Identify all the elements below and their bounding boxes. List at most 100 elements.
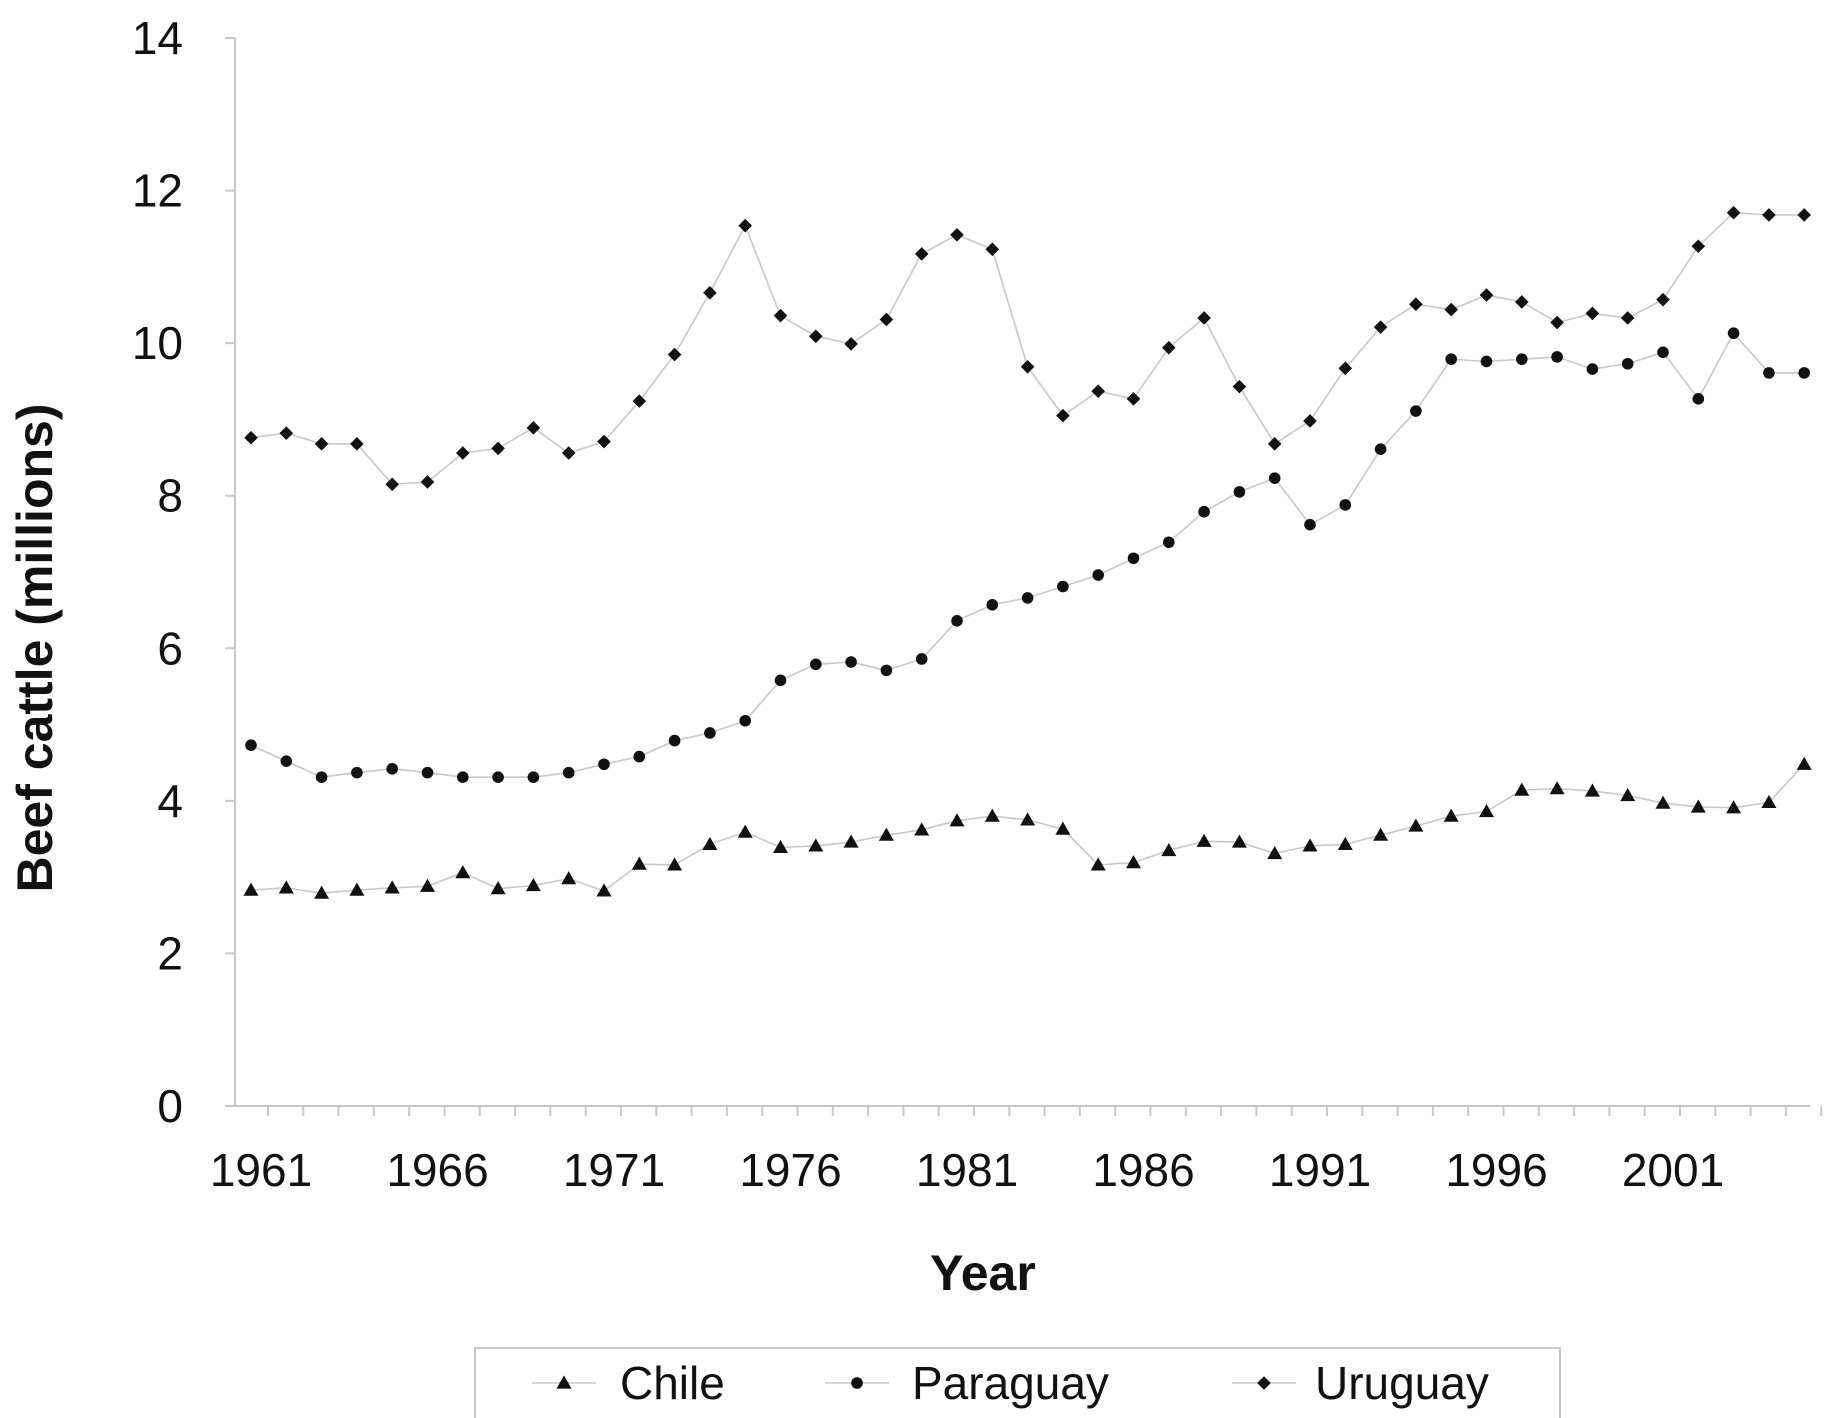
data-point-uruguay (420, 475, 435, 489)
data-point-paraguay (351, 766, 363, 779)
data-point-chile (1690, 799, 1706, 813)
data-point-uruguay (1162, 340, 1176, 355)
data-point-chile (737, 824, 753, 838)
data-point-chile (702, 836, 718, 850)
data-point-paraguay (315, 771, 328, 784)
data-point-paraguay (739, 714, 751, 727)
data-point-uruguay (314, 437, 329, 451)
data-point-uruguay (597, 434, 611, 449)
legend-box (474, 1347, 1561, 1418)
data-point-chile (949, 813, 965, 827)
data-point-paraguay (1621, 357, 1634, 370)
data-point-chile (349, 882, 365, 896)
data-point-chile (1479, 804, 1494, 818)
data-point-chile (384, 880, 400, 894)
data-point-uruguay (1762, 208, 1776, 222)
x-tick-label: 1986 (1092, 1144, 1194, 1196)
data-point-paraguay (668, 734, 681, 747)
data-point-paraguay (915, 653, 928, 665)
data-point-paraguay (1763, 367, 1775, 379)
x-tick-label: 1976 (739, 1144, 841, 1196)
data-point-uruguay (1126, 392, 1141, 406)
data-point-chile (278, 880, 294, 894)
data-point-paraguay (986, 599, 999, 611)
data-point-paraguay (1798, 367, 1810, 379)
data-point-chile (596, 883, 612, 897)
data-point-chile (1196, 833, 1212, 847)
data-point-uruguay (738, 218, 752, 233)
data-point-chile (1126, 855, 1141, 869)
legend-label-paraguay: Paraguay (912, 1357, 1109, 1409)
x-tick-label: 1981 (916, 1144, 1018, 1196)
data-point-uruguay (1656, 292, 1670, 307)
data-point-chile (1726, 800, 1742, 814)
data-point-paraguay (951, 615, 963, 627)
data-point-chile (914, 822, 930, 836)
data-point-uruguay (1691, 239, 1706, 254)
data-point-chile (1055, 821, 1071, 835)
data-point-chile (1443, 808, 1459, 822)
series-line-uruguay (250, 211, 1805, 486)
data-point-paraguay (386, 763, 399, 775)
data-point-uruguay (1585, 306, 1600, 321)
legend-item-uruguay: Uruguay (1232, 1357, 1489, 1409)
legend-label-chile: Chile (620, 1357, 725, 1409)
data-point-uruguay (632, 394, 647, 408)
data-point-paraguay (1586, 363, 1599, 375)
data-point-uruguay (456, 446, 470, 460)
data-point-paraguay (1727, 327, 1740, 340)
data-point-uruguay (1267, 437, 1282, 451)
x-axis: 1961 1966 1971 1976 1981 1986 1991 1996 2001 (210, 1105, 1823, 1196)
data-point-paraguay (1057, 580, 1069, 593)
y-tick-label: 6 (157, 622, 183, 674)
data-point-uruguay (1515, 295, 1529, 309)
data-point-paraguay (774, 674, 787, 687)
data-point-paraguay (880, 664, 893, 677)
data-point-uruguay (1479, 288, 1494, 302)
legend-label-uruguay: Uruguay (1315, 1357, 1489, 1409)
data-point-chile (1408, 818, 1424, 832)
data-point-uruguay (667, 347, 682, 362)
data-point-paraguay (845, 656, 857, 668)
data-point-paraguay (1304, 518, 1316, 531)
data-point-chile (773, 839, 788, 854)
data-point-chile (243, 882, 259, 896)
data-point-uruguay (1726, 205, 1741, 220)
data-point-uruguay (809, 329, 823, 344)
data-point-paraguay (810, 658, 822, 671)
series-chile (243, 756, 1812, 899)
y-axis: 0 2 4 6 8 10 12 14 (132, 12, 236, 1132)
y-tick-label: 8 (157, 470, 183, 522)
y-tick-label: 0 (157, 1080, 183, 1132)
data-point-chile (1549, 781, 1565, 795)
y-tick-label: 14 (132, 12, 183, 64)
data-point-uruguay (1373, 320, 1388, 334)
data-point-chile (1796, 756, 1812, 770)
y-axis-title: Beef cattle (millions) (7, 404, 63, 893)
legend-item-chile: Chile (532, 1357, 725, 1409)
legend-marker-chile (556, 1375, 572, 1389)
data-point-uruguay (1338, 361, 1353, 376)
data-point-paraguay (492, 771, 504, 784)
data-point-uruguay (1797, 208, 1811, 222)
x-tick-label: 1996 (1445, 1144, 1547, 1196)
data-point-chile (1761, 794, 1777, 809)
legend-item-paraguay: Paraguay (825, 1357, 1109, 1409)
data-point-chile (1514, 782, 1530, 796)
data-point-paraguay (1374, 443, 1387, 455)
data-point-paraguay (1410, 405, 1422, 417)
data-point-chile (1373, 827, 1389, 841)
series-layer (243, 205, 1812, 899)
data-point-uruguay (1303, 414, 1317, 428)
data-point-uruguay (491, 441, 505, 456)
data-point-chile (1161, 842, 1177, 857)
data-point-uruguay (1056, 408, 1070, 423)
data-point-paraguay (1163, 536, 1175, 549)
data-point-paraguay (1657, 346, 1669, 359)
series-line-paraguay (250, 331, 1805, 779)
data-point-chile (455, 865, 471, 879)
data-point-chile (843, 834, 859, 848)
data-point-uruguay (1550, 315, 1564, 330)
data-point-chile (420, 878, 435, 892)
